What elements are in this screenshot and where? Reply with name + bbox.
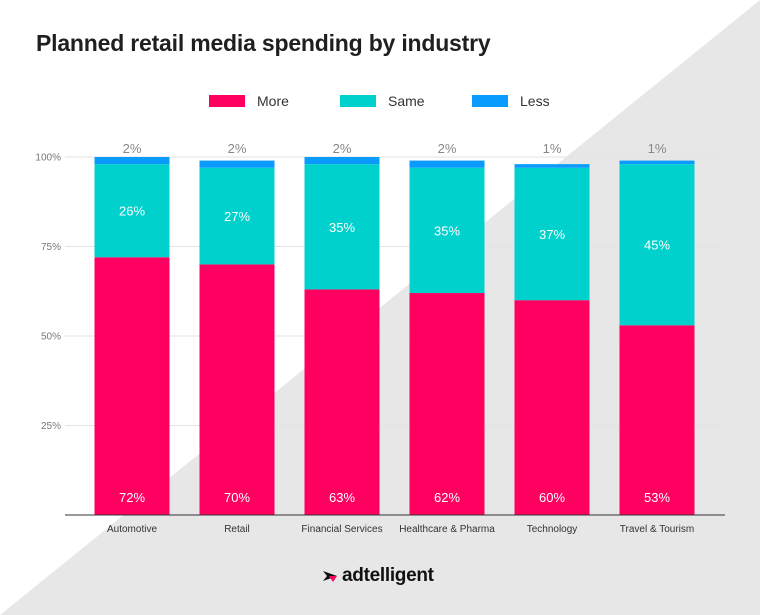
legend-swatch-same — [340, 95, 376, 107]
bar-more-1 — [199, 264, 275, 515]
bar-more-4 — [514, 300, 590, 515]
brand-name: adtelligent — [342, 565, 434, 586]
data-label-more-3: 62% — [434, 490, 460, 505]
brand-logo: adtelligent — [322, 563, 434, 589]
bar-same-2 — [304, 164, 380, 290]
x-tick-label-2: Financial Services — [301, 524, 382, 535]
legend-label-more: More — [257, 93, 289, 109]
data-label-less-1: 2% — [228, 141, 247, 156]
y-tick-label-100: 100% — [35, 153, 61, 164]
bar-same-4 — [514, 167, 590, 301]
legend-swatch-less — [472, 95, 508, 107]
bar-less-0 — [94, 157, 170, 165]
legend-label-same: Same — [388, 93, 425, 109]
legend: More Same Less — [0, 90, 760, 112]
legend-item-less: Less — [472, 90, 550, 112]
bar-same-0 — [94, 164, 170, 258]
data-label-more-5: 53% — [644, 490, 670, 505]
x-tick-label-0: Automotive — [107, 524, 157, 535]
bar-same-5 — [619, 164, 695, 326]
data-label-same-1: 27% — [224, 209, 250, 224]
bar-less-5 — [619, 160, 695, 165]
data-label-less-4: 1% — [543, 141, 562, 156]
data-label-less-2: 2% — [333, 141, 352, 156]
legend-label-less: Less — [520, 93, 550, 109]
x-tick-label-1: Retail — [224, 524, 250, 535]
legend-item-more: More — [209, 90, 289, 112]
data-label-more-0: 72% — [119, 490, 145, 505]
bar-less-1 — [199, 160, 275, 168]
data-label-same-0: 26% — [119, 204, 145, 219]
data-label-more-1: 70% — [224, 490, 250, 505]
data-label-same-3: 35% — [434, 223, 460, 238]
bar-less-2 — [304, 157, 380, 165]
data-label-less-5: 1% — [648, 141, 667, 156]
bar-same-3 — [409, 167, 485, 294]
legend-item-same: Same — [340, 90, 425, 112]
y-tick-label-75: 75% — [41, 242, 61, 253]
bar-more-0 — [94, 257, 170, 515]
y-tick-label-50: 50% — [41, 332, 61, 343]
x-tick-label-4: Technology — [527, 524, 578, 535]
legend-swatch-more — [209, 95, 245, 107]
y-tick-label-25: 25% — [41, 421, 61, 432]
brand-mark-icon — [323, 571, 337, 582]
data-label-less-0: 2% — [123, 141, 142, 156]
data-label-more-4: 60% — [539, 490, 565, 505]
x-tick-label-5: Travel & Tourism — [620, 524, 694, 535]
data-label-more-2: 63% — [329, 490, 355, 505]
bar-more-2 — [304, 289, 380, 515]
bar-less-3 — [409, 160, 485, 168]
bar-less-4 — [514, 164, 590, 168]
data-label-less-3: 2% — [438, 141, 457, 156]
data-label-same-5: 45% — [644, 238, 670, 253]
bar-same-1 — [199, 167, 275, 265]
stacked-bar-chart: 25% 50% 75% 100% 72% 26% 2% Automotive 70% 27% 2% R… — [35, 141, 725, 535]
bar-more-5 — [619, 325, 695, 515]
chart-title: Planned retail media spending by industr… — [36, 30, 491, 56]
data-label-same-4: 37% — [539, 227, 565, 242]
data-label-same-2: 35% — [329, 220, 355, 235]
bar-more-3 — [409, 293, 485, 515]
x-tick-label-3: Healthcare & Pharma — [399, 524, 495, 535]
